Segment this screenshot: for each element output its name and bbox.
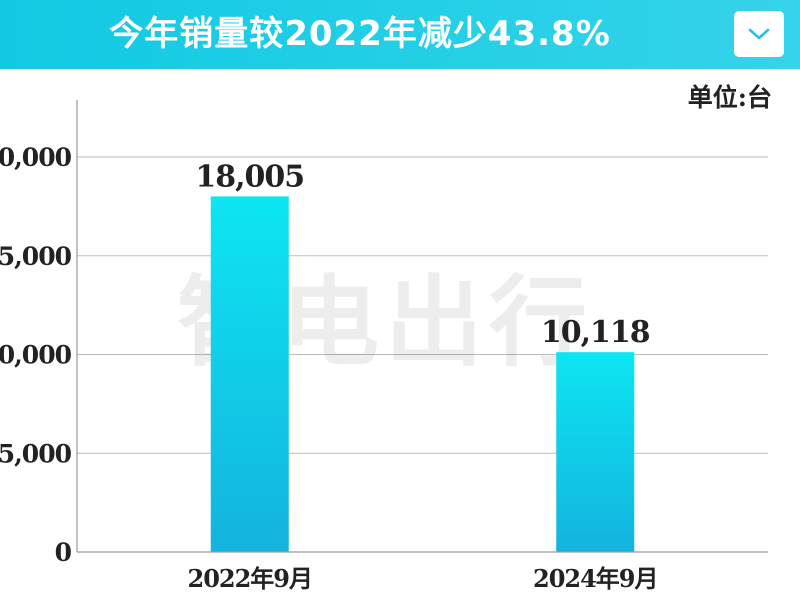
y-tick-label: 15,000 — [0, 242, 72, 271]
y-tick-label: 20,000 — [0, 143, 72, 172]
dropdown-button[interactable] — [734, 11, 784, 57]
unit-label: 单位:台 — [687, 83, 772, 112]
y-tick-label: 5,000 — [0, 439, 72, 468]
chevron-down-icon — [748, 28, 770, 40]
y-tick-label: 10,000 — [0, 341, 72, 370]
page-title: 今年销量较2022年减少43.8% — [109, 14, 611, 54]
bar — [210, 196, 289, 552]
bar — [556, 352, 635, 552]
y-tick-label: 0 — [55, 538, 72, 567]
x-tick-label: 2024年9月 — [533, 564, 658, 593]
bar-value-label: 10,118 — [541, 315, 650, 350]
header-banner: 今年销量较2022年减少43.8% — [0, 0, 800, 69]
x-tick-label: 2022年9月 — [188, 564, 313, 593]
bar-value-label: 18,005 — [195, 159, 304, 194]
